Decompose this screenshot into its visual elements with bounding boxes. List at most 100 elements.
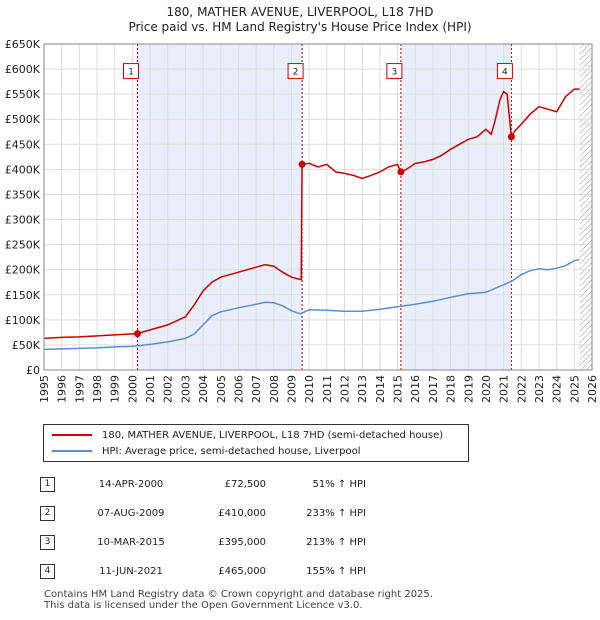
x-tick-label: 2015 bbox=[392, 375, 405, 403]
footer-licence: This data is licensed under the Open Gov… bbox=[44, 600, 363, 611]
x-tick-label: 2018 bbox=[445, 375, 458, 403]
y-tick-label: £0 bbox=[26, 364, 40, 377]
y-tick-label: £150K bbox=[5, 289, 41, 302]
x-tick-label: 2011 bbox=[321, 375, 334, 403]
sale-date: 10-MAR-2015 bbox=[97, 537, 165, 548]
x-tick-label: 2017 bbox=[427, 375, 440, 403]
x-tick-label: 2000 bbox=[126, 375, 139, 403]
x-tick-label: 2016 bbox=[409, 375, 422, 403]
sale-hpi-change: 155% ↑ HPI bbox=[306, 566, 366, 577]
sale-point bbox=[507, 133, 515, 141]
x-tick-label: 2010 bbox=[303, 375, 316, 403]
x-tick-label: 1999 bbox=[109, 375, 122, 403]
sale-hpi-change: 213% ↑ HPI bbox=[306, 537, 366, 548]
y-tick-label: £250K bbox=[5, 239, 41, 252]
table-row: 2 07-AUG-2009 £410,000 233% ↑ HPI bbox=[40, 499, 366, 528]
y-tick-label: £50K bbox=[12, 339, 41, 352]
y-tick-label: £400K bbox=[5, 163, 41, 176]
shaded-ownership-period bbox=[137, 44, 303, 370]
sale-point bbox=[134, 330, 142, 338]
chart-title-line2: Price paid vs. HM Land Registry's House … bbox=[128, 20, 472, 34]
y-tick-label: £200K bbox=[5, 264, 41, 277]
future-hatch-region bbox=[579, 44, 592, 370]
sale-number-label: 1 bbox=[128, 68, 134, 78]
x-tick-label: 2004 bbox=[197, 375, 210, 403]
sale-date: 07-AUG-2009 bbox=[97, 508, 165, 519]
x-tick-label: 2005 bbox=[215, 375, 228, 403]
sale-marker-badge: 4 bbox=[40, 564, 55, 579]
footer-copyright: Contains HM Land Registry data © Crown c… bbox=[44, 589, 433, 600]
legend-entry-hpi: HPI: Average price, semi-detached house,… bbox=[52, 443, 361, 459]
hpi-line bbox=[43, 258, 580, 351]
sale-price: £395,000 bbox=[218, 537, 266, 548]
property-price-line bbox=[43, 88, 580, 340]
x-tick-label: 2003 bbox=[179, 375, 192, 403]
y-tick-label: £100K bbox=[5, 314, 41, 327]
sales-table: 1 14-APR-2000 £72,500 51% ↑ HPI 2 07-AUG… bbox=[40, 470, 366, 586]
y-tick-label: £500K bbox=[5, 113, 41, 126]
legend-swatch-hpi bbox=[52, 450, 92, 452]
x-tick-label: 2002 bbox=[162, 375, 175, 403]
x-tick-label: 2008 bbox=[268, 375, 281, 403]
x-tick-label: 1996 bbox=[56, 375, 69, 403]
sale-number-cell: 4 bbox=[40, 557, 76, 586]
sale-price: £72,500 bbox=[224, 479, 266, 490]
x-tick-label: 2007 bbox=[250, 375, 263, 403]
sale-date: 11-JUN-2021 bbox=[99, 566, 163, 577]
sale-number-box bbox=[496, 63, 513, 80]
sale-price: £410,000 bbox=[218, 508, 266, 519]
y-tick-label: £450K bbox=[5, 138, 41, 151]
plot-frame bbox=[43, 43, 593, 371]
table-row: 3 10-MAR-2015 £395,000 213% ↑ HPI bbox=[40, 528, 366, 557]
shaded-ownership-period bbox=[400, 44, 512, 370]
x-tick-label: 2012 bbox=[339, 375, 352, 403]
sale-number-box bbox=[287, 63, 304, 80]
sale-number-cell: 2 bbox=[40, 499, 76, 528]
sale-number-box bbox=[386, 63, 403, 80]
table-row: 4 11-JUN-2021 £465,000 155% ↑ HPI bbox=[40, 557, 366, 586]
sale-number-box bbox=[123, 63, 140, 80]
x-tick-label: 2024 bbox=[551, 375, 564, 403]
y-tick-label: £650K bbox=[5, 38, 41, 51]
sale-price: £465,000 bbox=[218, 566, 266, 577]
sale-point bbox=[397, 168, 405, 176]
sale-marker-badge: 3 bbox=[40, 535, 55, 550]
legend-label-hpi: HPI: Average price, semi-detached house,… bbox=[102, 445, 361, 457]
x-tick-label: 2006 bbox=[232, 375, 245, 403]
x-tick-label: 2026 bbox=[586, 375, 599, 403]
legend-label-property: 180, MATHER AVENUE, LIVERPOOL, L18 7HD (… bbox=[102, 429, 444, 441]
sale-marker-badge: 1 bbox=[40, 477, 55, 492]
x-tick-label: 2021 bbox=[498, 375, 511, 403]
x-tick-label: 2025 bbox=[568, 375, 581, 403]
x-tick-label: 2009 bbox=[285, 375, 298, 403]
footer-notice: Contains HM Land Registry data © Crown c… bbox=[44, 589, 433, 611]
sale-number-label: 3 bbox=[392, 68, 398, 78]
x-tick-label: 2013 bbox=[356, 375, 369, 403]
chart-legend: 180, MATHER AVENUE, LIVERPOOL, L18 7HD (… bbox=[43, 424, 469, 462]
x-tick-label: 1998 bbox=[91, 375, 104, 403]
x-tick-label: 1997 bbox=[73, 375, 86, 403]
sale-hpi-change: 51% ↑ HPI bbox=[312, 479, 366, 490]
chart-title-line1: 180, MATHER AVENUE, LIVERPOOL, L18 7HD bbox=[166, 5, 434, 19]
price-chart: 1 2 3 4 £0 £50K £100K £150K £200K £250K £300K £350… bbox=[5, 38, 599, 403]
sale-number-cell: 1 bbox=[40, 470, 76, 499]
sale-date: 14-APR-2000 bbox=[98, 479, 164, 490]
x-tick-label: 2020 bbox=[480, 375, 493, 403]
sale-hpi-change: 233% ↑ HPI bbox=[306, 508, 366, 519]
x-tick-label: 2001 bbox=[144, 375, 157, 403]
x-tick-label: 2019 bbox=[462, 375, 475, 403]
x-tick-label: 2023 bbox=[533, 375, 546, 403]
x-tick-label: 1995 bbox=[38, 375, 51, 403]
sale-point bbox=[298, 160, 306, 168]
y-tick-label: £550K bbox=[5, 88, 41, 101]
sale-marker-badge: 2 bbox=[40, 506, 55, 521]
sale-number-label: 4 bbox=[502, 68, 508, 78]
y-tick-label: £300K bbox=[5, 214, 41, 227]
x-tick-label: 2014 bbox=[374, 375, 387, 403]
y-tick-label: £600K bbox=[5, 63, 41, 76]
table-row: 1 14-APR-2000 £72,500 51% ↑ HPI bbox=[40, 470, 366, 499]
legend-swatch-property bbox=[52, 434, 92, 436]
x-tick-label: 2022 bbox=[515, 375, 528, 403]
legend-entry-property: 180, MATHER AVENUE, LIVERPOOL, L18 7HD (… bbox=[52, 427, 443, 443]
sale-number-cell: 3 bbox=[40, 528, 76, 557]
